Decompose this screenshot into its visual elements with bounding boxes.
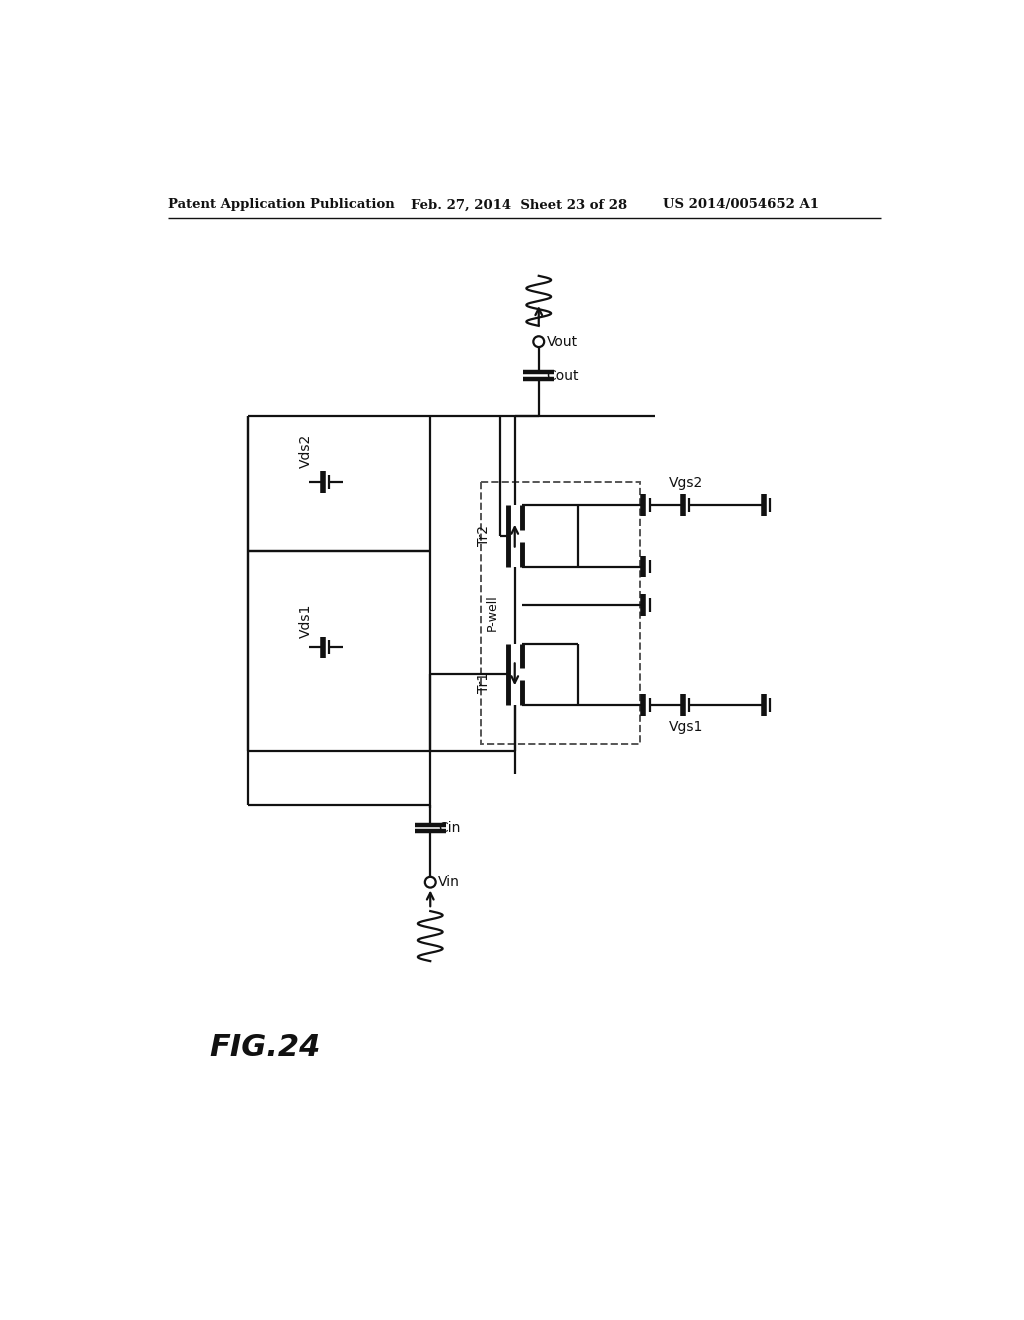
Text: Patent Application Publication: Patent Application Publication bbox=[168, 198, 395, 211]
Text: Vgs1: Vgs1 bbox=[669, 719, 703, 734]
Text: FIG.24: FIG.24 bbox=[209, 1034, 321, 1063]
Text: US 2014/0054652 A1: US 2014/0054652 A1 bbox=[663, 198, 819, 211]
Text: Cin: Cin bbox=[438, 821, 461, 836]
Text: Vin: Vin bbox=[438, 875, 460, 890]
Text: Vout: Vout bbox=[547, 335, 578, 348]
Text: Vgs2: Vgs2 bbox=[669, 477, 703, 490]
Text: Vds1: Vds1 bbox=[299, 603, 313, 638]
Text: P-well: P-well bbox=[485, 594, 499, 631]
Text: Vds2: Vds2 bbox=[299, 434, 313, 469]
Text: Cout: Cout bbox=[547, 368, 579, 383]
Text: Tr1: Tr1 bbox=[477, 672, 492, 693]
Text: Feb. 27, 2014  Sheet 23 of 28: Feb. 27, 2014 Sheet 23 of 28 bbox=[411, 198, 627, 211]
Text: Tr2: Tr2 bbox=[477, 525, 492, 546]
